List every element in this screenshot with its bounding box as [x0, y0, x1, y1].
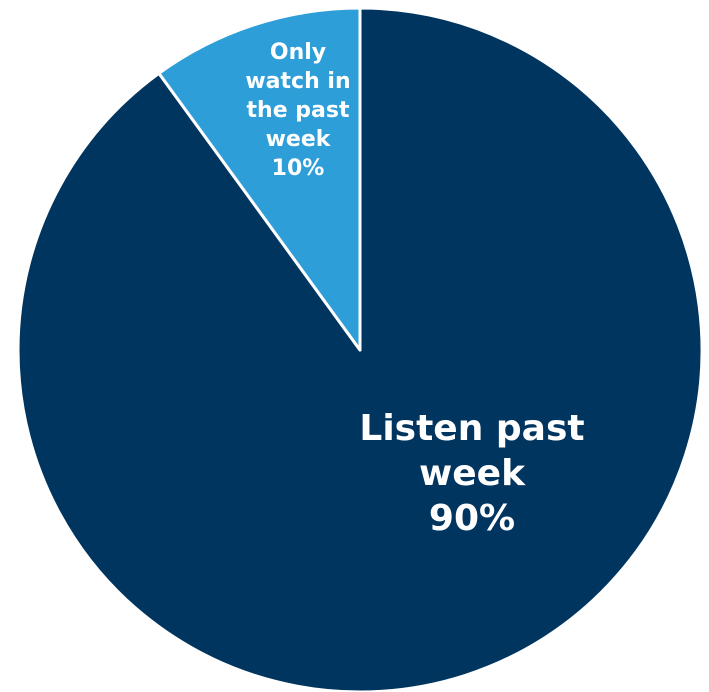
pie-slice-label-line: 10%	[272, 156, 325, 181]
pie-labels: Listen past week 90%Only watch in the past we…	[245, 40, 584, 539]
pie-slices	[16, 6, 704, 692]
pie-slice-1	[157, 6, 362, 352]
pie-slice-label-1: Only watch in the past week 10%	[245, 40, 350, 181]
pie-slice-label-line: Only	[270, 40, 326, 65]
pie-slice-label-line: watch in	[245, 69, 350, 94]
pie-slice-label-line: week	[419, 453, 526, 494]
pie-slice-label-line: Listen past	[359, 408, 584, 449]
pie-slice-label-0: Listen past week 90%	[359, 408, 584, 539]
pie-slice-label-line: week	[266, 127, 332, 152]
pie-slice-label-line: 90%	[429, 498, 515, 539]
pie-slice-label-line: the past	[247, 98, 350, 123]
